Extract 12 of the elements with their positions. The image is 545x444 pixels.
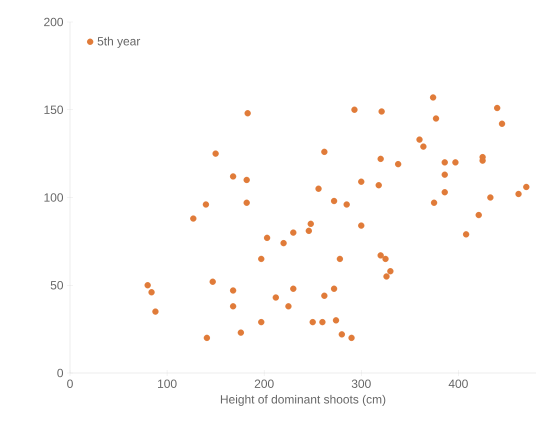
y-tick-label: 50 <box>50 281 64 290</box>
legend-label: 5th year <box>98 36 140 48</box>
x-tick-label: 100 <box>158 380 177 388</box>
y-tick-label: 150 <box>44 106 64 114</box>
x-axis-title: Height of dominant shoots (cm) <box>220 394 386 406</box>
x-tick-label: 300 <box>352 380 371 388</box>
y-tick-label: 0 <box>57 368 64 378</box>
y-tick-label: 100 <box>44 193 64 202</box>
y-tick-label: 200 <box>44 18 64 26</box>
x-tick-label: 400 <box>448 380 468 388</box>
x-tick-label: 200 <box>254 380 274 388</box>
x-tick-label: 0 <box>67 380 73 388</box>
